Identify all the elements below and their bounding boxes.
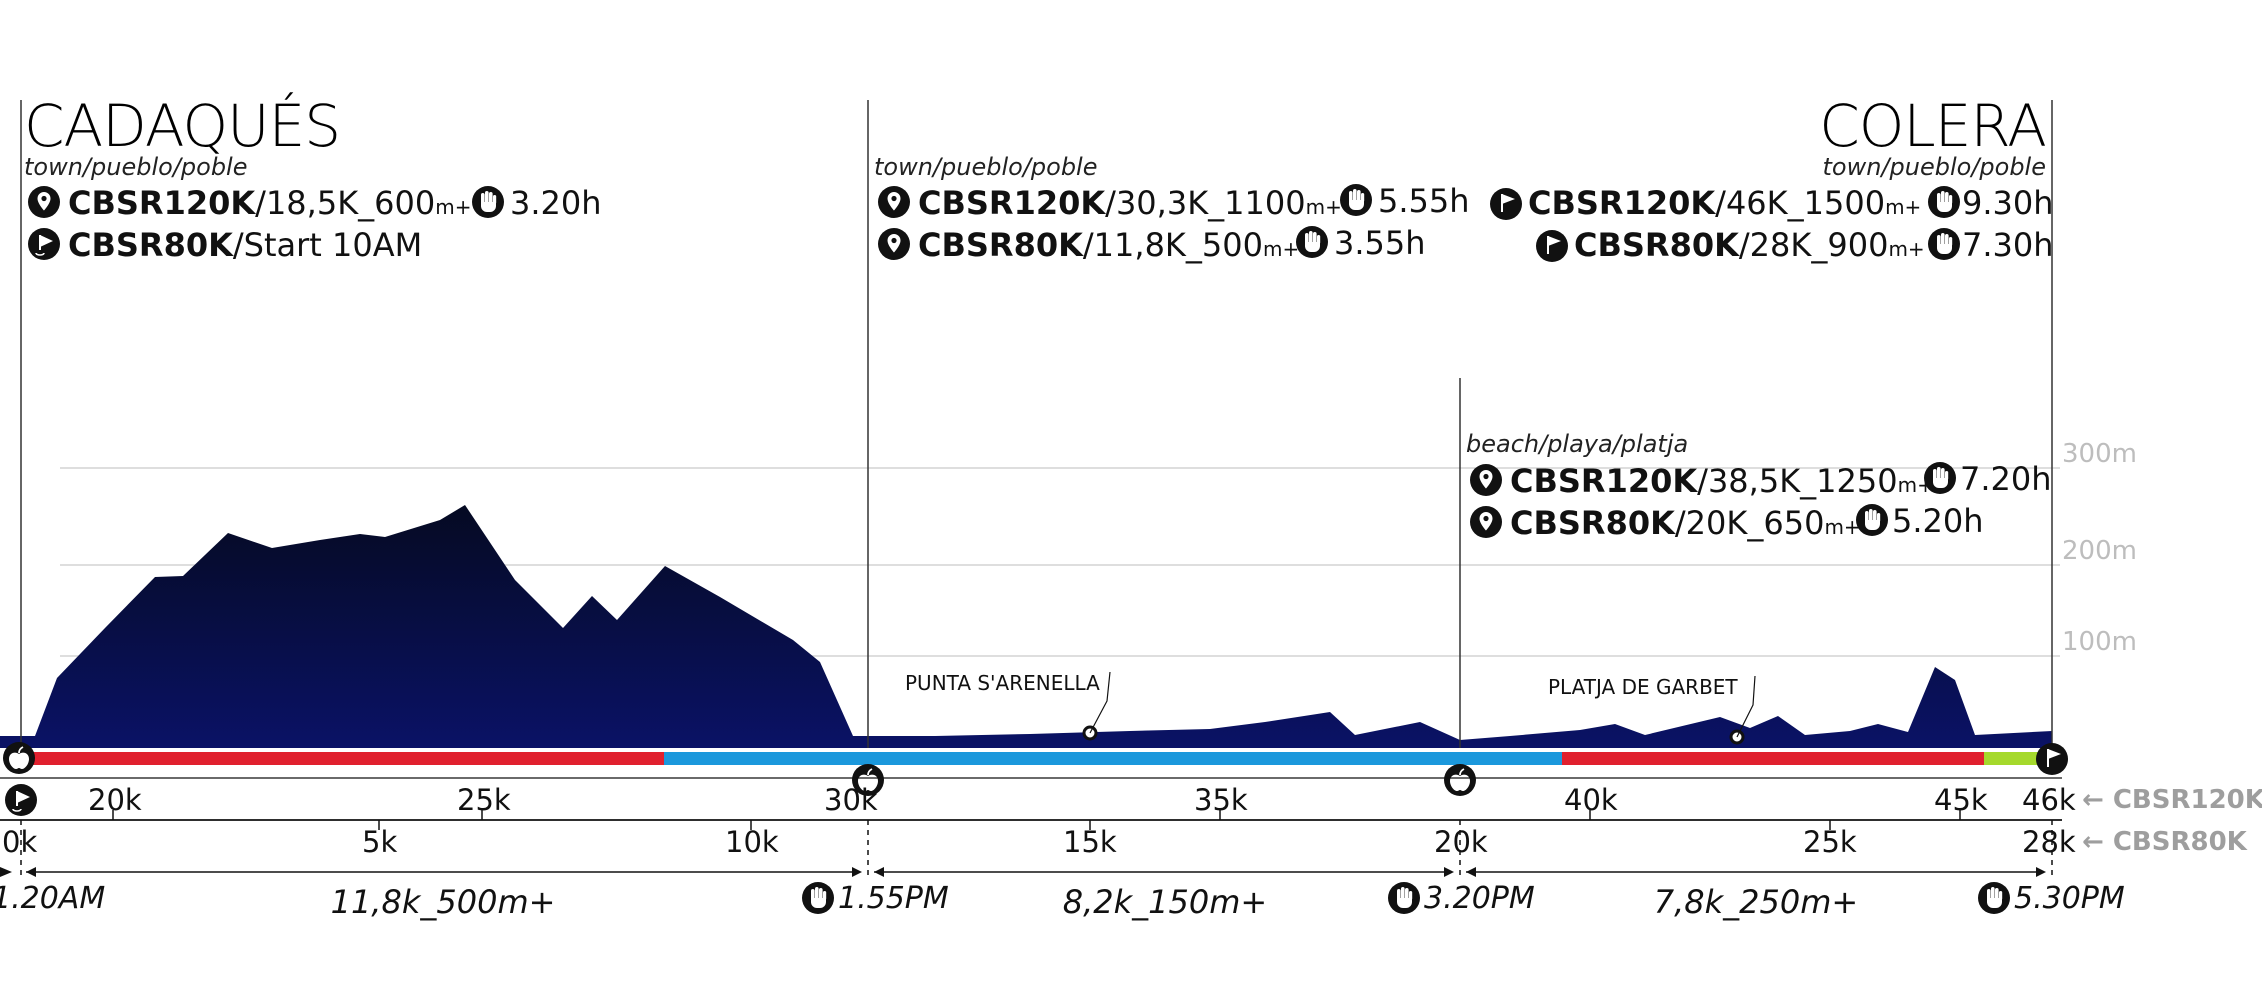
time-colera-120k: 9.30h <box>1962 184 2054 222</box>
time-label-start: 1.20AM <box>0 881 105 916</box>
tick-80k-10: 10k <box>725 825 779 859</box>
tick-80k-20: 20k <box>1434 825 1488 859</box>
elevation-label-200: 200m <box>2062 536 2137 566</box>
tick-120k-20: 20k <box>88 783 142 817</box>
start-flag-icon <box>27 227 61 261</box>
tick-80k-25: 25k <box>1803 825 1857 859</box>
start-flag-icon <box>4 783 38 817</box>
aid-station-apple-icon-2 <box>1443 763 1477 797</box>
time-label-1: 1.55PM <box>838 881 949 916</box>
cutoff-hand-icon <box>1296 226 1328 258</box>
tick-120k-40: 40k <box>1564 783 1618 817</box>
location-pin-icon <box>1470 506 1502 538</box>
info-mid-80k: CBSR80K/11,8K_500m+ <box>918 226 1299 264</box>
town-name-cadaques: CADAQUÉS <box>24 91 340 160</box>
elevation-label-100: 100m <box>2062 627 2137 657</box>
time-mid-80k: 3.55h <box>1334 224 1426 262</box>
segment-label-1: 11,8k_500m+ <box>331 883 556 921</box>
dashed-connectors <box>20 820 2053 880</box>
tick-120k-35: 35k <box>1194 783 1248 817</box>
elevation-profile <box>0 505 2052 748</box>
info-colera-120k: CBSR120K/46K_1500m+ <box>1528 184 1921 222</box>
axis-120k-label: ← CBSR120K <box>2082 785 2262 815</box>
poi-label-platja-de-garbet: PLATJA DE GARBET <box>1548 675 1738 699</box>
cutoff-hand-icon <box>1928 186 1960 218</box>
tick-80k-0: 0k <box>2 825 37 859</box>
location-cadaques: CADAQUÉS town/pueblo/poble CBSR120K/18,5… <box>24 91 602 264</box>
poi-platja-de-garbet: PLATJA DE GARBET <box>1548 675 1756 745</box>
tick-80k-15: 15k <box>1063 825 1117 859</box>
axis-80k-label: ← CBSR80K <box>2082 827 2248 857</box>
tick-120k-46: 46k <box>2022 783 2076 817</box>
start-aid-apple-icon <box>2 741 36 775</box>
info-mid-120k: CBSR120K/30,3K_1100m+ <box>918 184 1342 222</box>
location-colera: COLERA town/pueblo/poble CBSR120K/46K_15… <box>1490 92 2054 264</box>
cutoff-hand-icon-2 <box>1388 882 1420 914</box>
cutoff-hand-icon <box>1928 228 1960 260</box>
kind-cadaques: town/pueblo/poble <box>24 153 248 181</box>
time-label-3: 5.30PM <box>2014 881 2125 916</box>
cutoff-hand-icon-3 <box>1978 882 2010 914</box>
tick-120k-25: 25k <box>457 783 511 817</box>
segment-arrows <box>0 867 2046 877</box>
cutoff-hand-icon <box>1856 504 1888 536</box>
town-name-colera: COLERA <box>1819 92 2046 160</box>
cutoff-hand-icon <box>472 186 504 218</box>
info-beach-120k: CBSR120K/38,5K_1250m+ <box>1510 462 1934 500</box>
tick-120k-30: 30k <box>824 783 878 817</box>
cutoff-hand-icon-1 <box>802 882 834 914</box>
location-lines <box>20 100 2053 748</box>
time-beach-120k: 7.20h <box>1960 460 2052 498</box>
location-pin-icon <box>878 228 910 260</box>
time-beach-80k: 5.20h <box>1892 502 1984 540</box>
tick-120k-45: 45k <box>1934 783 1988 817</box>
time-mid-120k: 5.55h <box>1378 182 1470 220</box>
time-colera-80k: 7.30h <box>1962 226 2054 264</box>
info-cadaques-80k: CBSR80K/Start 10AM <box>68 226 422 264</box>
finish-flag-icon <box>1490 188 1522 220</box>
finish-flag-icon <box>1536 230 1568 262</box>
kind-colera: town/pueblo/poble <box>1823 153 2047 181</box>
finish-flag-icon <box>2036 743 2068 775</box>
location-pin-icon <box>28 186 60 218</box>
cutoff-hand-icon <box>1924 462 1956 494</box>
info-beach-80k: CBSR80K/20K_650m+ <box>1510 504 1861 542</box>
tick-80k-5: 5k <box>362 825 397 859</box>
time-label-2: 3.20PM <box>1424 881 1535 916</box>
kind-beach: beach/playa/platja <box>1466 430 1688 458</box>
axis-120k-ticks <box>112 810 1961 830</box>
info-colera-80k: CBSR80K/28K_900m+ <box>1574 226 1925 264</box>
poi-label-punta-sarenella: PUNTA S'ARENELLA <box>905 671 1100 695</box>
segment-label-3: 7,8k_250m+ <box>1654 883 1858 921</box>
kind-mid-town: town/pueblo/poble <box>874 153 1098 181</box>
location-pin-icon <box>1470 464 1502 496</box>
segment-label-2: 8,2k_150m+ <box>1063 883 1267 921</box>
poi-punta-sarenella: PUNTA S'ARENELLA <box>905 671 1111 741</box>
cutoff-hand-icon <box>1340 184 1372 216</box>
tick-80k-28: 28k <box>2022 825 2076 859</box>
segment-bar <box>18 752 2052 765</box>
location-pin-icon <box>878 186 910 218</box>
info-cadaques-120k: CBSR120K/18,5K_600m+ <box>68 184 472 222</box>
location-beach: beach/playa/platja CBSR120K/38,5K_1250m+… <box>1466 430 2052 542</box>
elevation-label-300: 300m <box>2062 439 2137 469</box>
location-mid-town: town/pueblo/poble CBSR120K/30,3K_1100m+ … <box>874 153 1470 264</box>
time-cadaques-120k: 3.20h <box>510 184 602 222</box>
